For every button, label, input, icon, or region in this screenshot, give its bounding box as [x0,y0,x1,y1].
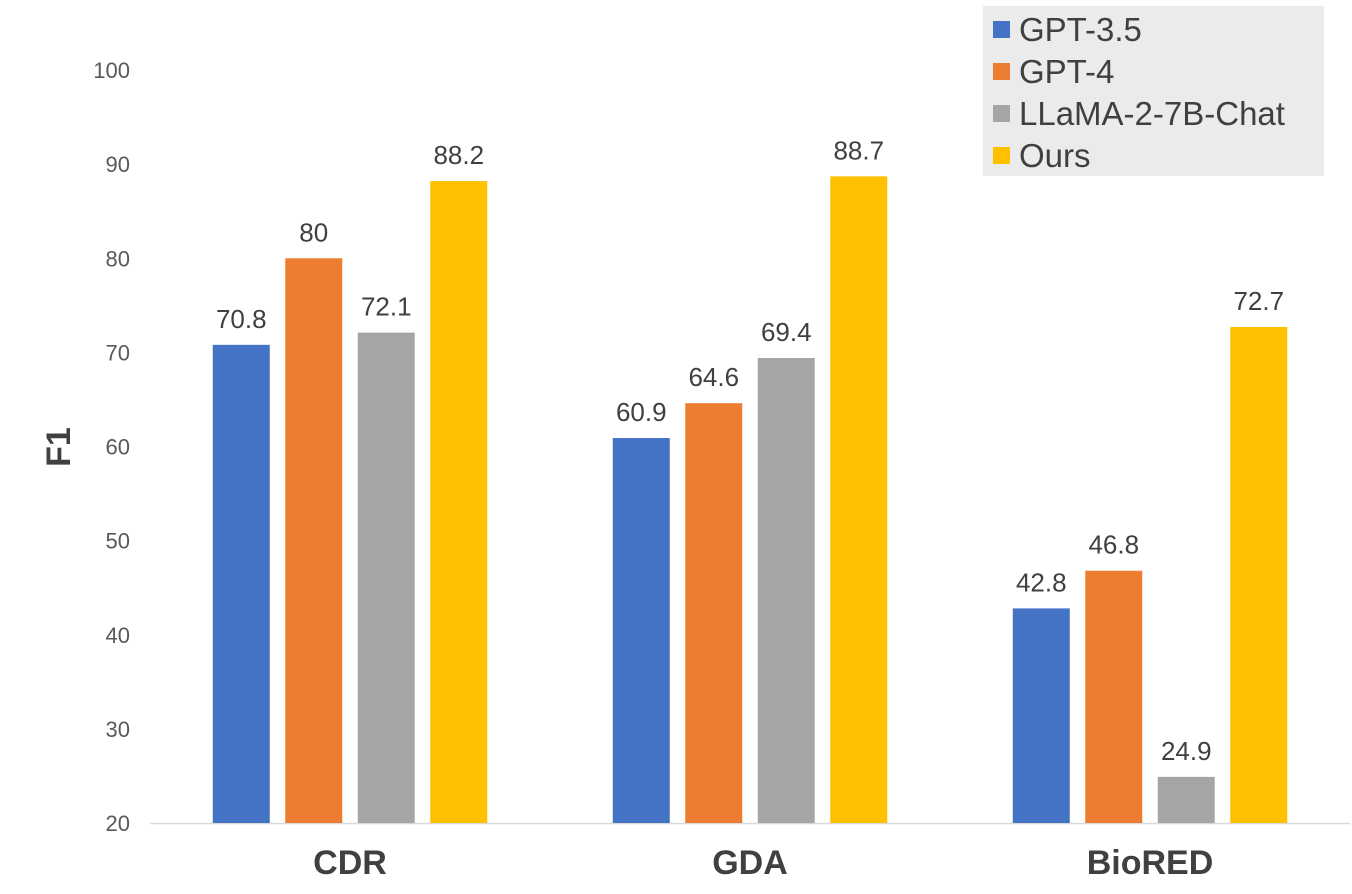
data-label: 80 [299,217,328,247]
y-axis-ticks: 20 30 40 50 60 70 80 90 100 [93,58,130,836]
y-tick-label: 80 [106,246,130,271]
y-tick-label: 90 [106,152,130,177]
legend-background [983,6,1324,176]
data-label: 88.2 [433,140,484,170]
bar-gda-gpt-4 [685,403,743,823]
y-tick-label: 20 [106,811,130,836]
legend-label: GPT-4 [1019,53,1114,90]
legend-label: Ours [1019,137,1091,174]
legend-label: LLaMA-2-7B-Chat [1019,95,1285,132]
category-labels-group: CDR GDA BioRED [313,844,1213,882]
legend-swatch [993,147,1010,164]
bar-cdr-ours [430,181,488,823]
legend-swatch [993,21,1010,38]
y-tick-label: 50 [106,529,130,554]
bars-group [212,176,1288,823]
bar-biored-gpt-3-5 [1012,608,1070,823]
bar-gda-llama-2-7b-chat [757,358,815,823]
bar-cdr-llama-2-7b-chat [357,332,415,823]
category-label: CDR [313,844,387,882]
bar-cdr-gpt-4 [285,258,343,823]
data-label: 46.8 [1088,530,1139,560]
legend-swatch [993,105,1010,122]
bar-biored-llama-2-7b-chat [1157,776,1215,823]
y-tick-label: 40 [106,623,130,648]
data-label: 72.1 [361,292,412,322]
bar-biored-ours [1230,326,1288,823]
y-tick-label: 30 [106,717,130,742]
data-label: 69.4 [761,317,812,347]
data-label: 60.9 [616,397,667,427]
data-label: 64.6 [688,362,739,392]
category-label: GDA [712,844,788,882]
data-labels-group: 70.8 80 72.1 88.2 60.9 64.6 69.4 88.7 42.8 46.8 24… [216,135,1284,766]
y-tick-label: 70 [106,340,130,365]
y-tick-label: 60 [106,435,130,460]
data-label: 70.8 [216,304,267,334]
category-label: BioRED [1087,844,1214,882]
data-label: 72.7 [1233,286,1284,316]
y-tick-label: 100 [93,58,130,83]
bar-biored-gpt-4 [1085,570,1143,823]
bar-cdr-gpt-3-5 [212,344,270,823]
legend: GPT-3.5 GPT-4 LLaMA-2-7B-Chat Ours [983,6,1324,176]
data-label: 24.9 [1161,736,1212,766]
y-axis-title: F1 [40,427,78,467]
bar-gda-ours [830,176,888,823]
data-label: 88.7 [833,135,884,165]
legend-swatch [993,63,1010,80]
legend-label: GPT-3.5 [1019,11,1142,48]
bar-gda-gpt-3-5 [612,438,670,823]
data-label: 42.8 [1016,567,1067,597]
